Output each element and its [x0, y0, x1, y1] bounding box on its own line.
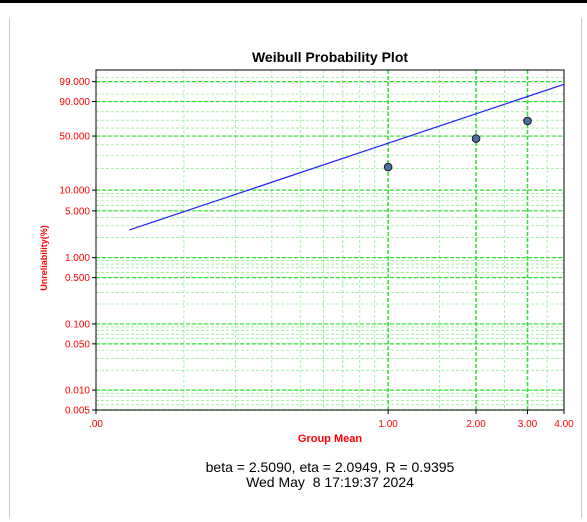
date-annotation: Wed May 8 17:19:37 2024 — [246, 474, 414, 490]
stats-annotation: beta = 2.5090, eta = 2.0949, R = 0.9395 — [206, 459, 455, 475]
y-tick-label: 0.100 — [65, 319, 90, 330]
x-tick-label: 2.00 — [466, 419, 486, 430]
fit-line — [129, 83, 565, 231]
y-tick-label: 0.500 — [65, 273, 90, 284]
right-divider — [581, 18, 582, 518]
x-tick-label: 3.00 — [518, 419, 538, 430]
x-tick-label: 1.00 — [378, 419, 398, 430]
y-tick-label: 0.010 — [65, 386, 90, 397]
y-tick-label: 1.000 — [65, 253, 90, 264]
left-divider — [9, 18, 10, 518]
y-axis-label: Unreliability(%) — [39, 225, 49, 291]
y-tick-label: 0.050 — [65, 339, 90, 350]
y-tick-label: 10.000 — [59, 186, 90, 197]
x-tick-labels: .00 1.00 2.00 3.00 4.00 — [89, 410, 574, 430]
grid-layer — [96, 70, 564, 411]
y-tick-label: 90.000 — [59, 97, 90, 108]
x-axis-label: Group Mean — [298, 433, 362, 445]
y-tick-label: 50.000 — [59, 132, 90, 143]
chart-title: Weibull Probability Plot — [252, 49, 408, 65]
x-tick-label: 4.00 — [554, 419, 574, 430]
y-tick-label: 99.000 — [59, 77, 90, 88]
y-tick-labels: 99.000 90.000 50.000 10.000 5.000 1.000 0.500 0… — [59, 77, 96, 417]
data-points — [383, 116, 532, 172]
x-tick-label: .00 — [89, 419, 103, 430]
data-point — [471, 134, 481, 143]
data-point — [523, 116, 532, 126]
top-border — [0, 0, 587, 3]
data-point — [383, 162, 393, 172]
plot-frame — [95, 69, 565, 411]
y-tick-label: 0.005 — [65, 406, 90, 417]
y-tick-label: 5.000 — [65, 206, 90, 217]
